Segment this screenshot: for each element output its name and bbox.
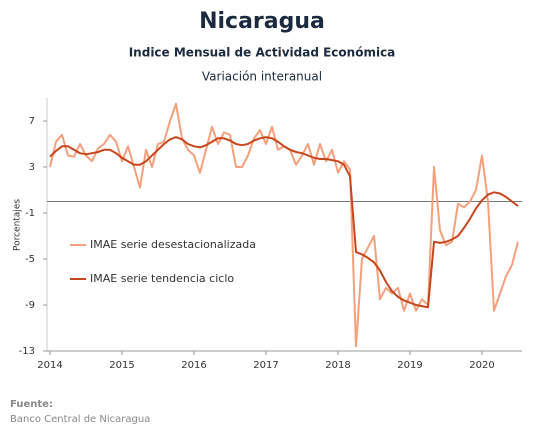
x-tick-label: 2016 — [181, 360, 206, 371]
legend-label: IMAE serie desestacionalizada — [90, 238, 256, 251]
legend-label: IMAE serie tendencia ciclo — [90, 272, 234, 285]
source: Banco Central de Nicaragua — [10, 414, 150, 425]
x-tick-label: 2014 — [37, 360, 62, 371]
x-tick-label: 2017 — [253, 360, 278, 371]
y-tick-label: -1 — [25, 208, 35, 219]
y-tick-label: -9 — [25, 300, 35, 311]
y-axis-label: Porcentajes — [13, 199, 23, 251]
x-tick-label: 2019 — [397, 360, 422, 371]
source-label: Fuente: — [10, 399, 53, 410]
y-tick-label: -5 — [25, 254, 35, 265]
x-tick-label: 2020 — [469, 360, 494, 371]
chart-subtitle: Variación interanual — [202, 70, 322, 84]
chart-title: Nicaragua — [199, 9, 325, 34]
y-tick-label: 3 — [29, 162, 35, 173]
x-tick-label: 2015 — [109, 360, 134, 371]
y-tick-label: 7 — [29, 116, 35, 127]
y-tick-label: -13 — [19, 346, 35, 357]
chart-subtitle: Indice Mensual de Actividad Económica — [129, 46, 396, 60]
legend-box — [62, 228, 262, 294]
series-line — [49, 102, 519, 348]
series-line — [49, 136, 519, 309]
x-tick-label: 2018 — [325, 360, 350, 371]
